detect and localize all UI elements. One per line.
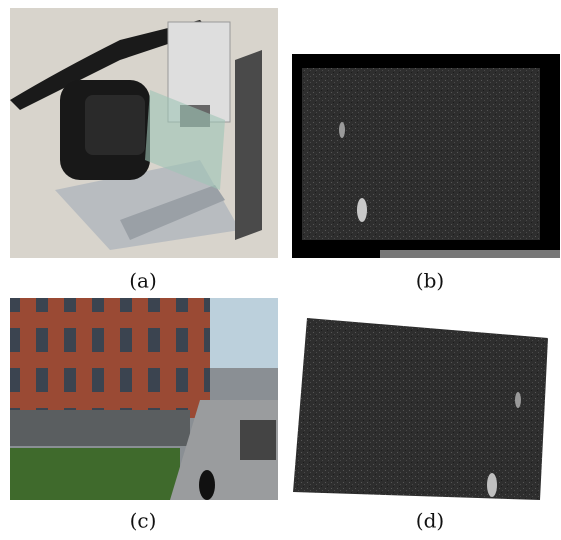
photo-camera-rig xyxy=(10,8,278,258)
caption: (c) xyxy=(130,509,157,533)
photo-building xyxy=(10,298,278,500)
caption: (b) xyxy=(416,269,444,293)
thermal-image-b xyxy=(292,54,560,258)
thermal-image-d xyxy=(293,318,548,500)
figure: (a) (b) (c) (d) xyxy=(0,0,561,540)
caption: (d) xyxy=(416,509,444,533)
page: (a) (b) (c) (d) (() => { const data = JS… xyxy=(0,0,561,540)
caption: (a) xyxy=(129,269,157,293)
